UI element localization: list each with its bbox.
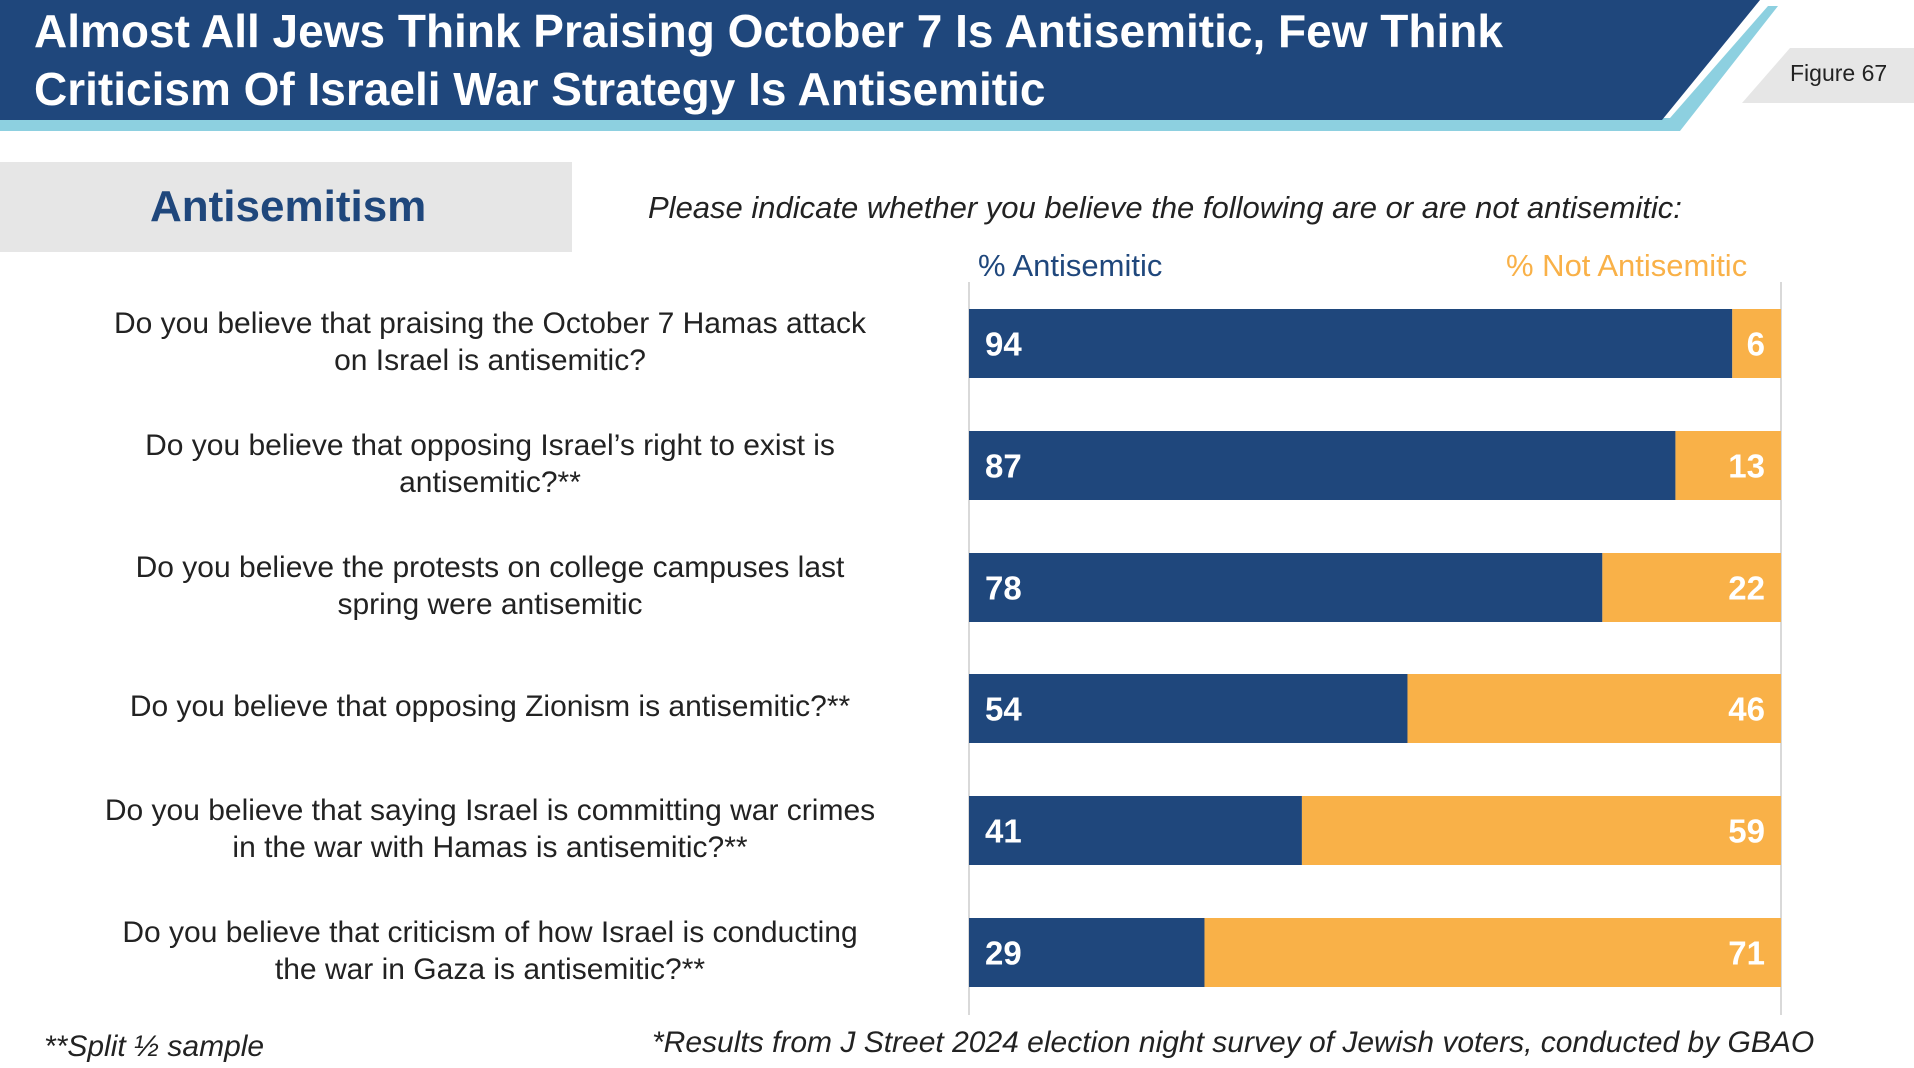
data-label-not-antisemitic: 71 <box>1728 935 1765 972</box>
category-label: Do you believe that praising the October… <box>40 305 940 379</box>
data-label-antisemitic: 54 <box>985 691 1022 728</box>
category-label-line: Do you believe that saying Israel is com… <box>104 793 876 827</box>
data-label-antisemitic: 94 <box>985 326 1022 363</box>
category-label-line: spring were antisemitic <box>337 587 643 621</box>
footnote-split-sample: **Split ½ sample <box>44 1030 265 1063</box>
category-label-line: Do you believe that opposing Zionism is … <box>129 690 851 723</box>
bar-not-antisemitic <box>1407 674 1781 743</box>
bar-not-antisemitic <box>1301 796 1781 865</box>
bar-antisemitic <box>969 431 1676 500</box>
bar-not-antisemitic <box>1675 431 1781 500</box>
data-label-antisemitic: 78 <box>985 570 1022 607</box>
figure-tab <box>1742 48 1914 103</box>
category-label-line: Do you believe that praising the October… <box>113 306 867 340</box>
bar-not-antisemitic <box>1602 553 1781 622</box>
section-box <box>0 162 572 252</box>
category-label: Do you believe that opposing Zionism is … <box>40 688 940 725</box>
data-label-not-antisemitic: 6 <box>1747 326 1765 363</box>
title-line-1: Almost All Jews Think Praising October 7… <box>34 5 1503 57</box>
bar-not-antisemitic <box>1204 918 1781 987</box>
category-label-line: in the war with Hamas is antisemitic?** <box>232 830 748 864</box>
data-label-not-antisemitic: 59 <box>1728 813 1765 850</box>
bar-antisemitic <box>969 796 1302 865</box>
data-label-antisemitic: 29 <box>985 935 1022 972</box>
category-label: Do you believe that saying Israel is com… <box>40 792 940 866</box>
title-line-2: Criticism Of Israeli War Strategy Is Ant… <box>34 63 1046 115</box>
category-label-line: Do you believe that criticism of how Isr… <box>122 915 858 949</box>
figure-label: Figure 67 <box>1790 60 1888 86</box>
legend-antisemitic: % Antisemitic <box>978 248 1163 283</box>
survey-question: Please indicate whether you believe the … <box>648 190 1682 225</box>
data-label-not-antisemitic: 22 <box>1728 570 1765 607</box>
category-label: Do you believe that opposing Israel’s ri… <box>40 427 940 501</box>
footnote-source: *Results from J Street 2024 election nig… <box>652 1026 1815 1059</box>
legend-not-antisemitic: % Not Antisemitic <box>1506 248 1748 283</box>
page-title: Almost All Jews Think Praising October 7… <box>34 2 1634 118</box>
data-label-antisemitic: 87 <box>985 448 1022 485</box>
header-title-bar <box>0 0 1760 120</box>
data-label-not-antisemitic: 13 <box>1728 448 1765 485</box>
category-label: Do you believe the protests on college c… <box>40 549 940 623</box>
category-label-line: Do you believe the protests on college c… <box>135 550 845 584</box>
section-title: Antisemitism <box>150 182 427 231</box>
data-label-antisemitic: 41 <box>985 813 1022 850</box>
category-label-line: Do you believe that opposing Israel’s ri… <box>145 428 835 462</box>
data-label-not-antisemitic: 46 <box>1728 691 1765 728</box>
bar-antisemitic <box>969 553 1603 622</box>
bar-antisemitic <box>969 918 1205 987</box>
header-band <box>0 0 1914 131</box>
category-label-line: on Israel is antisemitic? <box>334 343 646 377</box>
bar-not-antisemitic <box>1732 309 1781 378</box>
category-label: Do you believe that criticism of how Isr… <box>40 914 940 988</box>
category-label-line: antisemitic?** <box>399 465 581 499</box>
bar-antisemitic <box>969 674 1408 743</box>
bar-antisemitic <box>969 309 1733 378</box>
category-label-line: the war in Gaza is antisemitic?** <box>274 952 706 986</box>
